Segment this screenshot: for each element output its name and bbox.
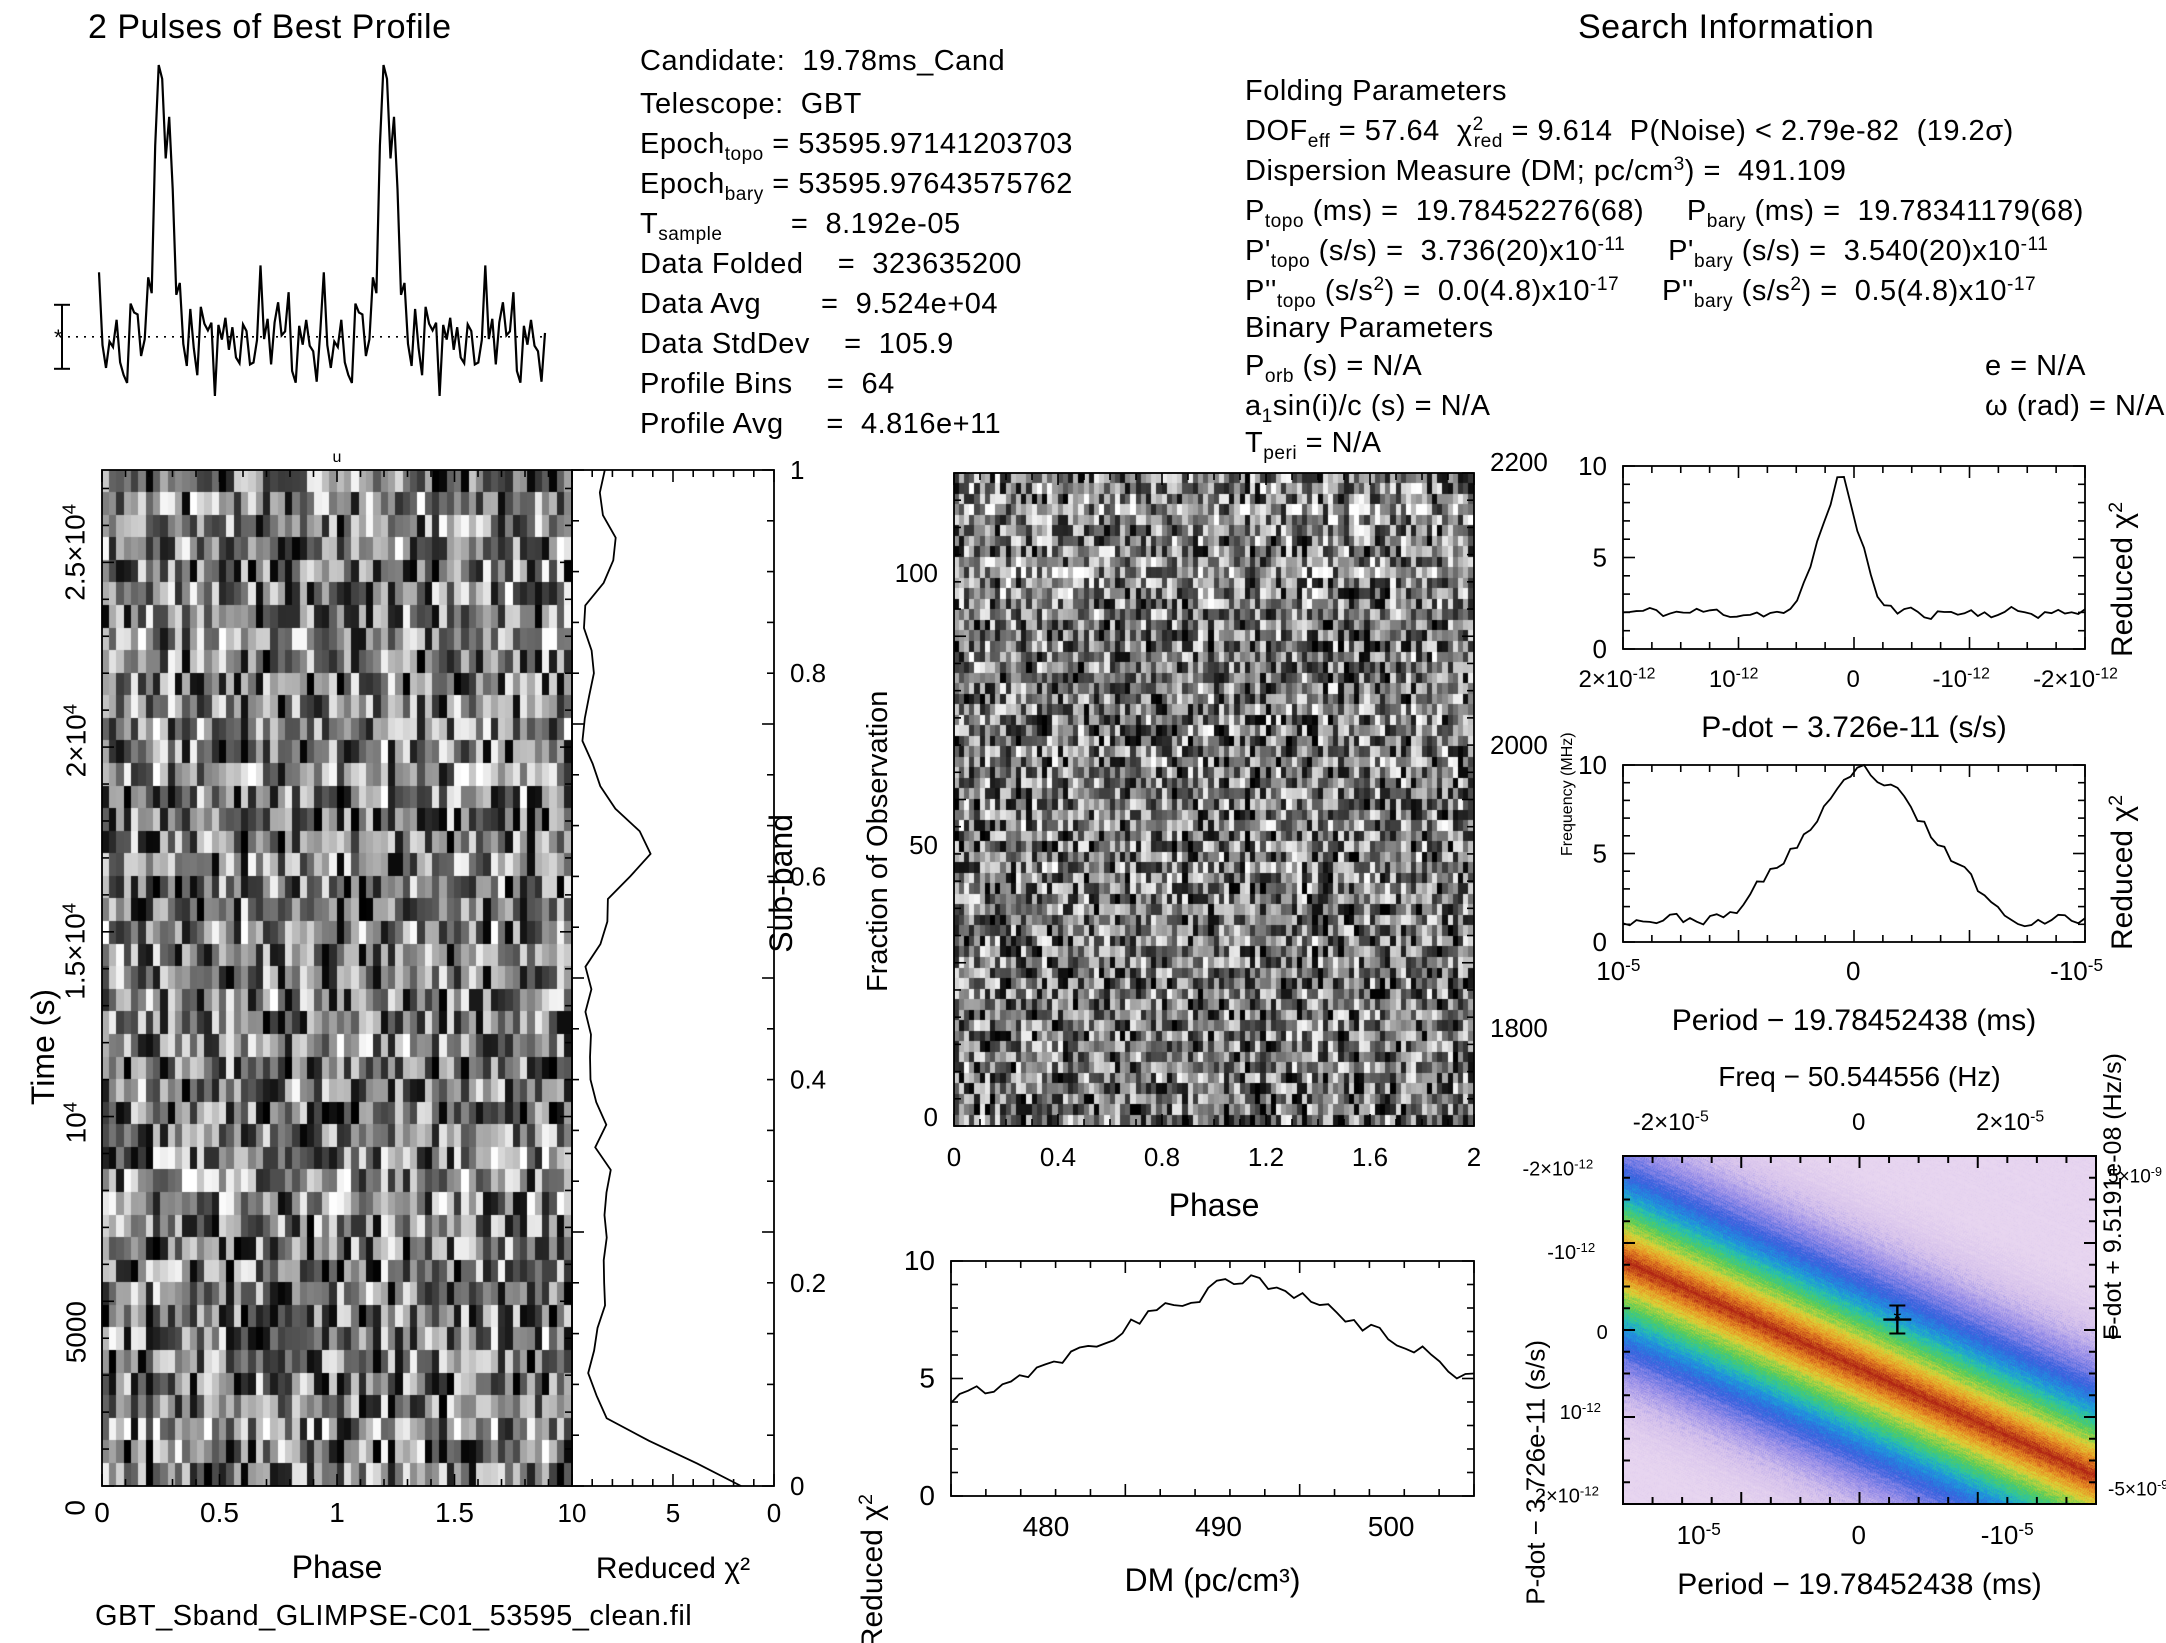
svg-text:Phase: Phase <box>1169 1187 1260 1223</box>
svg-text:2000: 2000 <box>1490 730 1548 760</box>
svg-text:2×10-5: 2×10-5 <box>1976 1109 2044 1136</box>
svg-text:0.5: 0.5 <box>200 1497 239 1528</box>
svg-text:1.5: 1.5 <box>435 1497 474 1528</box>
svg-text:u: u <box>333 449 342 466</box>
svg-text:Period − 19.78452438 (ms): Period − 19.78452438 (ms) <box>1677 1568 2041 1601</box>
svg-text:10: 10 <box>558 1498 587 1528</box>
svg-text:5: 5 <box>1593 543 1607 573</box>
svg-text:-2×10-12: -2×10-12 <box>1522 1156 1593 1180</box>
svg-text:10-5: 10-5 <box>1677 1519 1721 1550</box>
svg-text:0: 0 <box>94 1497 110 1528</box>
svg-text:2200: 2200 <box>1490 447 1548 477</box>
svg-text:0: 0 <box>1597 1322 1608 1344</box>
svg-text:0: 0 <box>947 1142 961 1172</box>
svg-text:10: 10 <box>904 1245 935 1276</box>
svg-text:Phase: Phase <box>292 1549 383 1585</box>
svg-text:5: 5 <box>1593 839 1607 869</box>
svg-text:0.4: 0.4 <box>790 1065 826 1095</box>
svg-text:-10-5: -10-5 <box>2050 955 2103 986</box>
svg-text:0: 0 <box>1593 634 1607 664</box>
svg-text:1: 1 <box>329 1497 345 1528</box>
svg-text:10-12: 10-12 <box>1560 1400 1601 1424</box>
svg-text:10-5: 10-5 <box>1596 955 1640 986</box>
svg-text:0.8: 0.8 <box>790 658 826 688</box>
svg-text:0: 0 <box>790 1471 804 1501</box>
svg-text:-10-12: -10-12 <box>1932 666 1990 693</box>
svg-text:1.6: 1.6 <box>1352 1142 1388 1172</box>
svg-text:-2×10-12: -2×10-12 <box>2033 666 2118 693</box>
svg-text:-2×10-5: -2×10-5 <box>1633 1109 1709 1136</box>
svg-text:0.8: 0.8 <box>1144 1142 1180 1172</box>
svg-text:Period − 19.78452438 (ms): Period − 19.78452438 (ms) <box>1672 1004 2036 1037</box>
svg-text:1800: 1800 <box>1490 1013 1548 1043</box>
svg-text:0.2: 0.2 <box>790 1268 826 1298</box>
svg-text:10: 10 <box>1578 750 1607 780</box>
svg-text:Freq − 50.544556 (Hz): Freq − 50.544556 (Hz) <box>1718 1061 2001 1092</box>
svg-text:0: 0 <box>919 1480 935 1511</box>
svg-text:50: 50 <box>909 830 938 860</box>
svg-text:0: 0 <box>924 1102 938 1132</box>
svg-text:5: 5 <box>919 1363 935 1394</box>
svg-text:DM (pc/cm³): DM (pc/cm³) <box>1125 1562 1301 1598</box>
svg-text:5: 5 <box>666 1498 680 1528</box>
svg-text:500: 500 <box>1368 1511 1415 1542</box>
svg-text:0: 0 <box>1593 927 1607 957</box>
svg-text:2: 2 <box>1467 1142 1481 1172</box>
svg-text:490: 490 <box>1195 1511 1242 1542</box>
svg-text:10: 10 <box>1578 451 1607 481</box>
svg-text:*: * <box>1893 1309 1901 1331</box>
svg-text:-10-12: -10-12 <box>1547 1240 1595 1264</box>
svg-text:0: 0 <box>1851 1520 1865 1550</box>
svg-text:10-12: 10-12 <box>1709 666 1759 693</box>
svg-text:-5×10-9: -5×10-9 <box>2108 1478 2166 1501</box>
svg-text:2×10-12: 2×10-12 <box>1579 666 1656 693</box>
svg-text:Reduced χ²: Reduced χ² <box>596 1552 750 1585</box>
svg-text:0: 0 <box>1852 1109 1865 1136</box>
svg-text:0: 0 <box>1846 956 1860 986</box>
svg-text:0: 0 <box>1847 666 1860 693</box>
svg-text:480: 480 <box>1023 1511 1070 1542</box>
svg-text:0.4: 0.4 <box>1040 1142 1076 1172</box>
svg-text:P-dot − 3.726e-11 (s/s): P-dot − 3.726e-11 (s/s) <box>1701 711 2006 744</box>
svg-text:0: 0 <box>767 1498 781 1528</box>
svg-text:1.2: 1.2 <box>1248 1142 1284 1172</box>
svg-text:-10-5: -10-5 <box>1981 1519 2034 1550</box>
svg-text:100: 100 <box>895 558 938 588</box>
svg-text:1: 1 <box>790 455 804 485</box>
